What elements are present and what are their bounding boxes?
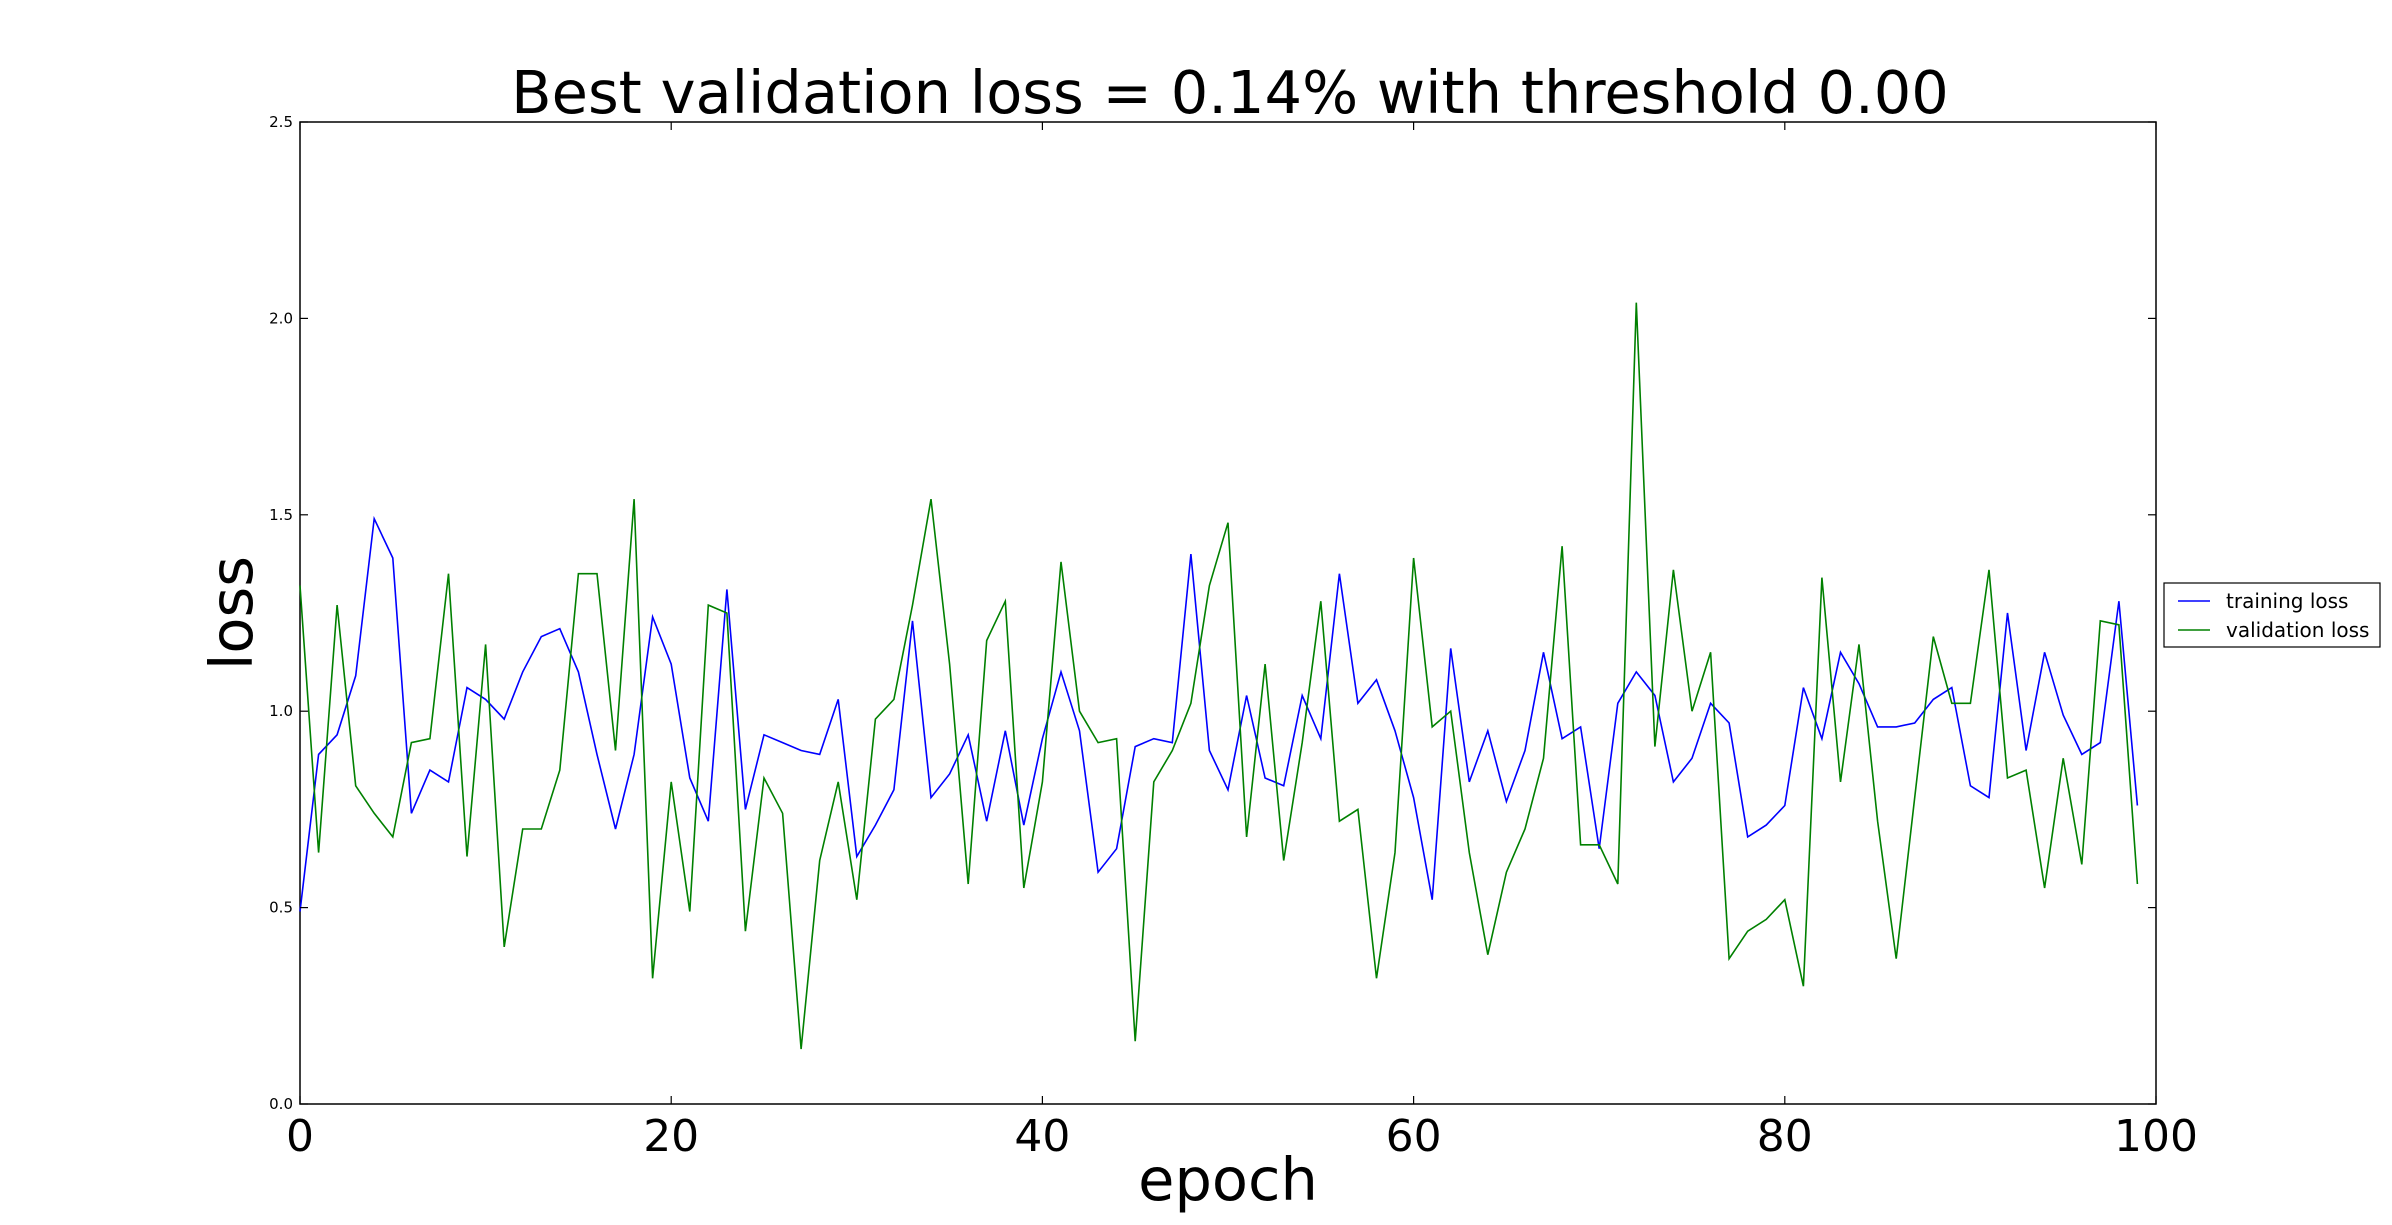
y-tick-label: 0.5 [269,899,293,917]
x-tick-label: 0 [286,1111,314,1162]
legend: training loss validation loss [2163,582,2381,648]
legend-box [2163,582,2381,648]
series-line-validation-loss [299,302,2139,1050]
x-tick-label: 40 [1014,1111,1070,1162]
x-axis-label: epoch [1138,1145,1318,1214]
legend-label: training loss [2226,589,2348,613]
x-tick-label: 80 [1757,1111,1813,1162]
x-tick-label: 100 [2114,1111,2198,1162]
plot-area: 0 20 40 60 80 100 0.0 0.5 1.0 1.5 2.0 2.5 [269,113,2198,1162]
plot-frame [299,121,2157,1105]
y-axis-label: loss [197,556,266,670]
x-tick-label: 60 [1386,1111,1442,1162]
chart-title: Best validation loss = 0.14% with thresh… [511,58,1949,127]
y-tick-label: 2.0 [269,309,293,327]
series-line-training-loss [299,515,2139,912]
ticks-layer: 0 20 40 60 80 100 0.0 0.5 1.0 1.5 2.0 2.5 [269,113,2198,1162]
y-tick-label: 1.0 [269,702,293,720]
y-tick-label: 1.5 [269,506,293,524]
series-layer [299,302,2139,1050]
y-tick-label: 0.0 [269,1095,293,1113]
y-tick-label: 2.5 [269,113,293,131]
x-tick-label: 20 [643,1111,699,1162]
legend-label: validation loss [2226,618,2369,642]
